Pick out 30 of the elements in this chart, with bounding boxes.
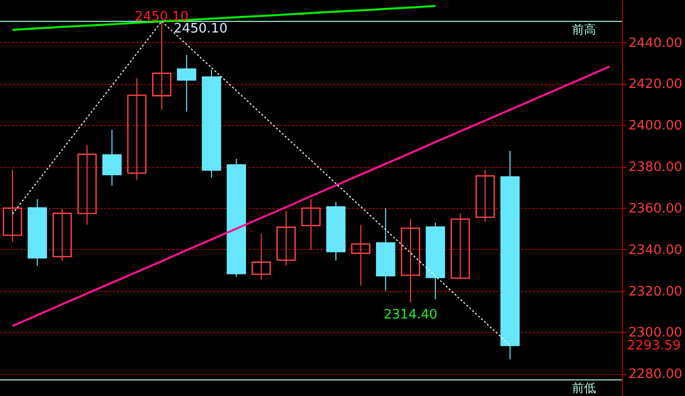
candlestick [476,169,495,222]
candlestick [52,208,72,262]
annotation: 2450.10 [174,21,228,36]
candlestick [252,233,271,280]
candlestick [400,218,420,303]
y-tick-label: 2380.00 [628,160,682,176]
candlestick [450,212,470,279]
candlestick [77,144,97,226]
y-tick-label: 2420.00 [628,77,682,92]
ref-line-label: 前低 [572,380,596,395]
candlestick [176,54,196,112]
annotation: 2314.40 [384,307,438,322]
line-series [11,5,436,31]
y-tick-label: 2400.00 [628,118,682,134]
y-tick-label: 2320.00 [628,284,682,300]
candlestick [102,129,122,186]
candlestick [276,210,296,266]
ref-line-label: 前高 [572,22,596,36]
y-tick-label: 2360.00 [628,201,682,216]
candlestick [301,198,321,250]
y-tick-label: 2300.00 [628,326,682,341]
line-series [11,65,611,327]
candlestick [2,169,22,242]
y-tick-label: 2340.00 [628,242,682,258]
y-tick-label: 2440.00 [628,36,682,51]
text: 2293.59 [627,338,681,354]
candlestick [152,20,172,110]
y-tick-label: 2280.00 [628,367,682,382]
candlestick [351,224,370,286]
candlestick [127,78,146,180]
